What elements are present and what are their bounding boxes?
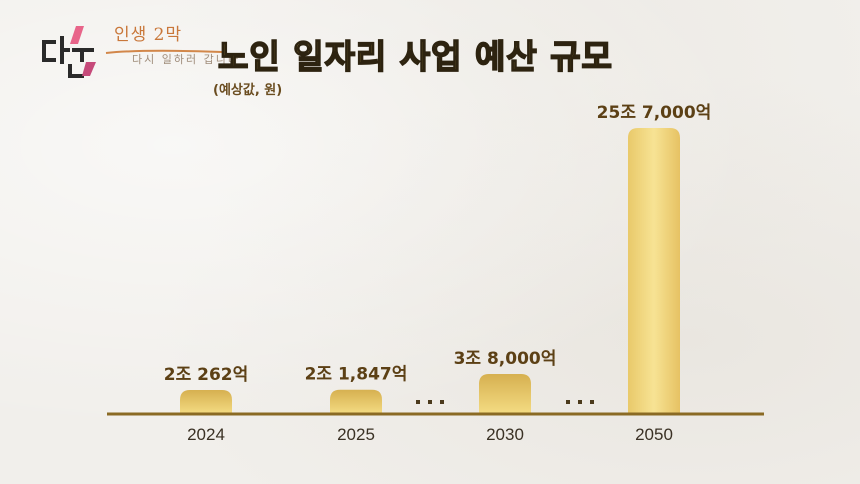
program-logo-text: 인생 2막 다시 일하러 갑니다 bbox=[104, 18, 238, 78]
x-tick-label-2024: 2024 bbox=[187, 425, 225, 444]
axis-break-dot bbox=[440, 400, 444, 404]
labels-layer: 2조 262억 2024 2조 1,847억 2025 3조 8,000억 2030 25조… bbox=[164, 103, 712, 444]
bars-layer bbox=[180, 128, 680, 414]
x-tick-label-2030: 2030 bbox=[486, 425, 524, 444]
x-tick-label-2050: 2050 bbox=[635, 425, 673, 444]
axis-break-dot bbox=[578, 400, 582, 404]
bar-2025 bbox=[330, 389, 382, 414]
x-tick-label-2025: 2025 bbox=[337, 425, 375, 444]
axis-break-dots-2 bbox=[416, 400, 444, 404]
program-name: 인생 2막 bbox=[114, 25, 183, 45]
axis-break-dot bbox=[590, 400, 594, 404]
axis-break-dot bbox=[428, 400, 432, 404]
data-label-2050: 25조 7,000억 bbox=[597, 103, 712, 123]
axis-break-dot bbox=[566, 400, 570, 404]
program-tagline: 다시 일하러 갑니다 bbox=[132, 53, 240, 66]
data-label-2030: 3조 8,000억 bbox=[454, 349, 557, 369]
axis-break-dots-3 bbox=[566, 400, 594, 404]
axis-break-markers bbox=[416, 400, 594, 404]
logo-underline-swoosh bbox=[105, 49, 223, 54]
bar-2024 bbox=[180, 390, 232, 414]
chart-title: 노인 일자리 사업 예산 규모 bbox=[217, 36, 613, 77]
data-label-2025: 2조 1,847억 bbox=[305, 365, 408, 385]
bar-2030 bbox=[479, 374, 531, 414]
program-logo-icon bbox=[42, 26, 96, 78]
chart-subtitle: (예상값, 원) bbox=[213, 83, 283, 98]
axis-break-dot bbox=[416, 400, 420, 404]
data-label-2024: 2조 262억 bbox=[164, 365, 249, 385]
bar-2050 bbox=[628, 128, 680, 414]
